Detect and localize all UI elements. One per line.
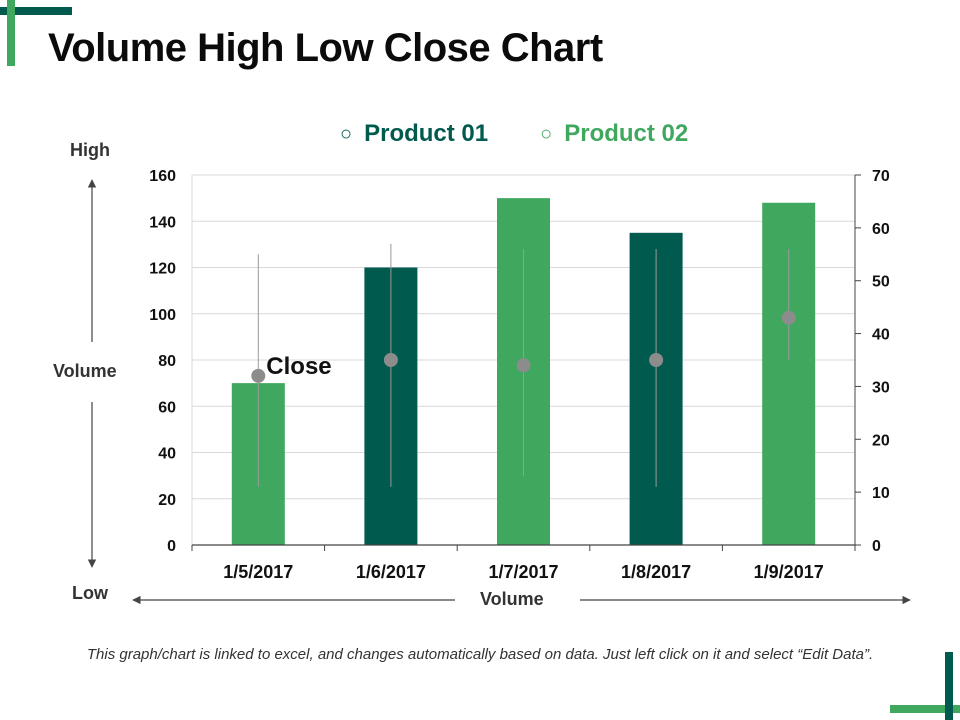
- y-right-tick-label: 20: [872, 432, 890, 449]
- y-right-tick-label: 30: [872, 379, 890, 396]
- volume-left-label: Volume: [53, 361, 117, 381]
- y-right-tick-label: 60: [872, 221, 890, 238]
- high-label: High: [70, 140, 110, 160]
- x-tick-label: 1/7/2017: [488, 562, 558, 582]
- x-tick-label: 1/5/2017: [223, 562, 293, 582]
- legend-label: Product 01: [364, 120, 489, 147]
- page-title: Volume High Low Close Chart: [48, 26, 603, 70]
- chart-legend: ○ Product 01 ○ Product 02: [340, 120, 688, 148]
- volume-high-low-close-chart: 1/5/2017 1/6/2017 1/7/2017 1/8/2017 1/9/2017…: [87, 168, 911, 605]
- close-marker: [781, 310, 796, 325]
- close-annotation: Close: [266, 353, 331, 380]
- close-marker: [383, 353, 398, 367]
- y-right-tick-label: 70: [872, 168, 890, 185]
- y-right-tick-label: 0: [872, 538, 881, 555]
- footnote: This graph/chart is linked to excel, and…: [86, 646, 874, 663]
- close-marker: [251, 368, 266, 383]
- y-left-tick-label: 20: [158, 492, 176, 509]
- legend-item-product-01: ○ Product 01: [340, 120, 488, 148]
- legend-item-product-02: ○ Product 02: [540, 120, 688, 148]
- x-tick-label: 1/9/2017: [754, 562, 824, 582]
- legend-marker-icon: ○: [340, 122, 353, 145]
- y-left-tick-label: 140: [149, 214, 176, 231]
- y-left-tick-label: 100: [149, 307, 176, 324]
- y-left-tick-label: 160: [149, 168, 176, 185]
- y-left-tick-label: 80: [158, 353, 176, 370]
- low-label: Low: [72, 583, 108, 603]
- legend-marker-icon: ○: [540, 122, 553, 145]
- corner-decoration-bottom-right: [890, 652, 960, 720]
- volume-bottom-label: Volume: [480, 589, 544, 609]
- x-tick-label: 1/8/2017: [621, 562, 691, 582]
- x-tick-label: 1/6/2017: [356, 562, 426, 582]
- y-left-tick-label: 40: [158, 446, 176, 463]
- y-right-tick-label: 40: [872, 327, 890, 344]
- y-left-tick-label: 120: [149, 261, 176, 278]
- y-right-tick-label: 50: [872, 274, 890, 291]
- y-left-tick-label: 60: [158, 399, 176, 416]
- close-marker: [649, 353, 664, 367]
- close-marker: [516, 358, 531, 373]
- y-right-tick-label: 10: [872, 485, 890, 502]
- legend-label: Product 02: [564, 120, 689, 147]
- y-left-tick-label: 0: [167, 538, 176, 555]
- corner-decoration-top-left: [0, 0, 72, 66]
